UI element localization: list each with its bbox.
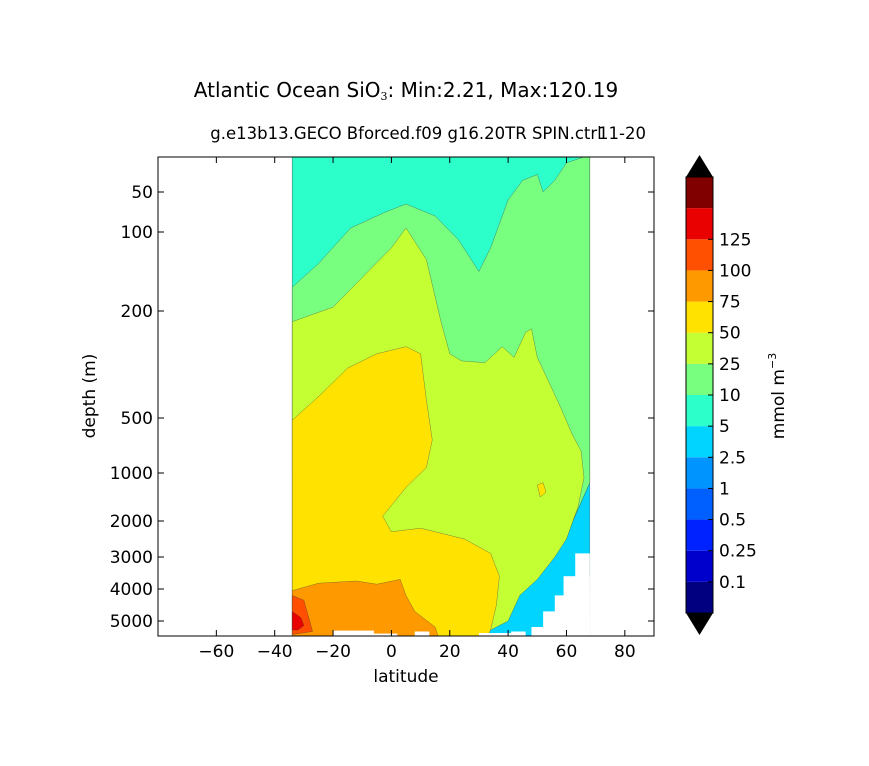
colorbar-tick-label: 1 <box>719 479 730 499</box>
bathymetry-mask <box>414 631 430 636</box>
contour-region <box>291 346 500 636</box>
x-tick-label: 20 <box>439 642 461 662</box>
contour-region <box>291 610 305 631</box>
colorbar-tick-label: 75 <box>719 293 741 313</box>
colorbar-segment <box>686 301 713 333</box>
chart-title: Atlantic Ocean SiO3: Min:2.21, Max:120.1… <box>193 78 619 103</box>
y-tick-label: 5000 <box>110 612 153 632</box>
plot-frame <box>157 156 655 637</box>
x-tick-label: −60 <box>198 642 234 662</box>
bathymetry-mask <box>333 630 374 636</box>
colorbar-tick-label: 100 <box>719 261 751 281</box>
y-tick-label: 1000 <box>110 464 153 484</box>
x-tick-label: 0 <box>386 642 397 662</box>
y-tick-label: 100 <box>121 223 153 243</box>
y-tick-label: 200 <box>121 302 153 322</box>
bathymetry-mask <box>373 633 398 636</box>
colorbar: 0.1 0.25 0.5 1 2.5 5 10 25 50 75 100 125 <box>685 155 757 635</box>
bathymetry-mask <box>511 631 526 636</box>
y-tick-label: 4000 <box>110 580 153 600</box>
colorbar-segment <box>686 488 713 520</box>
colorbar-segment <box>686 239 713 271</box>
contour-region <box>537 482 547 498</box>
colorbar-tick-label: 5 <box>719 417 730 437</box>
x-tick-label: −20 <box>315 642 351 662</box>
colorbar-segment <box>686 395 713 427</box>
x-axis: −60 −40 −20 0 20 40 60 80 <box>198 157 636 662</box>
y-tick-label: 500 <box>121 409 153 429</box>
colorbar-label: mmol m−3 <box>766 353 789 439</box>
colorbar-extend-min <box>686 613 713 635</box>
y-tick-label: 2000 <box>110 512 153 532</box>
chart-subtitle: g.e13b13.GECO Bforced.f09 g16.20TR SPIN.… <box>210 124 602 143</box>
colorbar-segment <box>686 581 713 613</box>
colorbar-segment <box>686 208 713 240</box>
y-tick-label: 3000 <box>110 548 153 568</box>
bathymetry-mask <box>478 633 512 636</box>
colorbar-tick-label: 0.25 <box>719 542 757 562</box>
colorbar-tick-label: 0.5 <box>719 511 746 531</box>
colorbar-segment <box>686 550 713 582</box>
x-tick-label: −40 <box>257 642 293 662</box>
colorbar-tick-label: 50 <box>719 324 741 344</box>
colorbar-extend-max <box>686 155 713 177</box>
colorbar-segment <box>686 177 713 209</box>
colorbar-segment <box>686 426 713 458</box>
colorbar-segment <box>686 363 713 395</box>
colorbar-tick-label: 0.1 <box>719 573 746 593</box>
y-axis: 50 100 200 500 1000 2000 3000 4000 5000 <box>110 183 654 632</box>
colorbar-segment <box>686 519 713 551</box>
y-tick-label: 50 <box>131 183 153 203</box>
bathymetry-mask <box>531 627 590 636</box>
contour-region <box>291 579 439 636</box>
colorbar-tick-label: 125 <box>719 230 751 250</box>
x-axis-label: latitude <box>373 667 438 687</box>
x-tick-label: 60 <box>556 642 578 662</box>
x-tick-label: 40 <box>497 642 519 662</box>
y-axis-label: depth (m) <box>80 354 100 439</box>
colorbar-segment <box>686 457 713 489</box>
contour-fill <box>291 157 591 636</box>
colorbar-tick-label: 2.5 <box>719 448 746 468</box>
x-tick-label: 80 <box>614 642 636 662</box>
chart-subtitle-right: 11-20 <box>598 124 646 143</box>
colorbar-tick-label: 25 <box>719 355 741 375</box>
colorbar-tick-label: 10 <box>719 386 741 406</box>
colorbar-segment <box>686 270 713 302</box>
colorbar-segment <box>686 332 713 364</box>
